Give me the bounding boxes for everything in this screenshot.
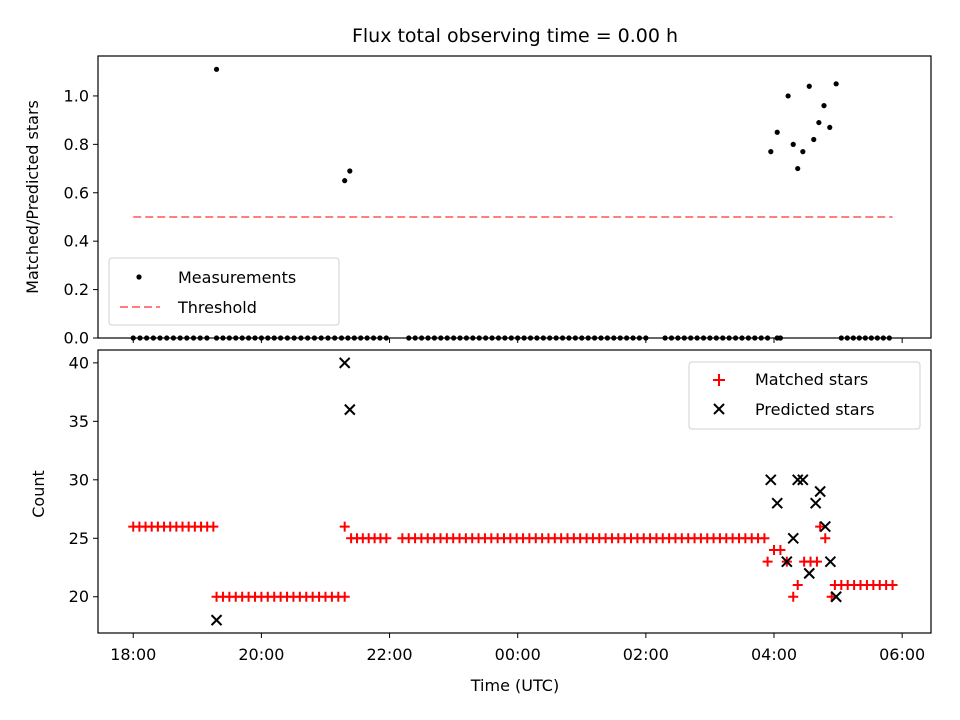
- matched-point: [208, 521, 219, 532]
- top-legend: Measurements Threshold: [108, 257, 340, 326]
- top-y-tick-label: 0.4: [64, 232, 89, 251]
- top-y-tick-label: 0.2: [64, 280, 89, 299]
- predicted-point: [830, 591, 842, 603]
- legend-measurements-marker: [136, 274, 142, 280]
- measurement-point: [774, 129, 780, 135]
- predicted-point: [824, 555, 837, 568]
- legend-predicted-marker: [713, 403, 725, 415]
- matched-point: [887, 580, 898, 591]
- measurement-point: [806, 83, 812, 89]
- top-legend-box: [108, 257, 340, 326]
- top-y-axis-label: Matched/Predicted stars: [23, 100, 42, 294]
- x-tick-label: 04:00: [751, 645, 797, 664]
- predicted-point: [809, 497, 822, 509]
- measurement-point: [816, 119, 822, 126]
- bottom-y-tick-label: 30: [69, 470, 89, 489]
- predicted-point: [765, 474, 777, 486]
- measurement-point: [785, 93, 791, 99]
- x-tick-label: 06:00: [879, 645, 925, 664]
- bottom-marks: [128, 357, 898, 626]
- bottom-y-ticks: 20 25 30 35 40: [69, 353, 98, 606]
- x-tick-label: 20:00: [238, 645, 284, 664]
- top-y-tick-label: 1.0: [64, 86, 89, 105]
- top-x-ticks: [132, 338, 903, 343]
- x-tick-label: 18:00: [110, 645, 156, 664]
- x-tick-label: 22:00: [366, 645, 412, 664]
- bottom-panel: 20 25 30 35 40 18:00 20:00 22:00 00:00 02:00 04:0…: [29, 349, 932, 695]
- measurement-point: [790, 141, 796, 147]
- matched-point: [339, 591, 350, 602]
- predicted-point: [803, 567, 815, 580]
- legend-threshold-label: Threshold: [177, 298, 257, 317]
- matched-point: [762, 556, 773, 567]
- matched-point: [339, 521, 350, 532]
- chart-title: Flux total observing time = 0.00 h: [352, 25, 678, 47]
- predicted-point: [338, 357, 351, 369]
- predicted-point: [781, 555, 793, 568]
- bottom-y-axis-label: Count: [29, 470, 48, 518]
- measurement-point: [833, 81, 839, 87]
- predicted-point: [210, 614, 223, 626]
- matched-point: [759, 533, 770, 544]
- measurement-point: [800, 149, 806, 155]
- measurement-point: [795, 165, 801, 172]
- legend-measurements-label: Measurements: [178, 268, 296, 287]
- predicted-point: [792, 474, 804, 486]
- measurement-point: [821, 103, 827, 109]
- predicted-point: [797, 474, 809, 486]
- bottom-y-tick-label: 25: [69, 529, 89, 548]
- predicted-point: [344, 403, 356, 416]
- x-tick-label: 02:00: [623, 645, 669, 664]
- top-y-tick-label: 0.8: [64, 135, 89, 154]
- top-panel: 0.0 0.2 0.4 0.6 0.8 1.0 Matched/Predicted sta…: [23, 55, 932, 348]
- measurement-point: [811, 136, 817, 143]
- matched-point: [811, 556, 822, 567]
- x-tick-label: 00:00: [495, 645, 541, 664]
- predicted-point: [787, 532, 799, 544]
- matched-point: [815, 521, 826, 532]
- top-y-tick-label: 0.0: [64, 329, 89, 348]
- bottom-y-tick-label: 35: [69, 412, 89, 431]
- bottom-x-ticks: 18:00 20:00 22:00 00:00 02:00 04:00 06:00: [110, 633, 925, 664]
- top-y-ticks: 0.0 0.2 0.4 0.6 0.8 1.0: [64, 86, 98, 348]
- measurement-point: [827, 124, 833, 131]
- predicted-point: [819, 520, 831, 533]
- measurement-point: [768, 149, 774, 155]
- x-axis-label: Time (UTC): [470, 676, 559, 695]
- top-axes-frame: [97, 55, 932, 339]
- bottom-legend: Matched stars Predicted stars: [688, 361, 921, 430]
- legend-matched-label: Matched stars: [755, 370, 868, 389]
- bottom-y-tick-label: 40: [69, 353, 89, 372]
- measurement-point: [347, 168, 353, 174]
- legend-predicted-label: Predicted stars: [755, 400, 875, 419]
- bottom-axes-frame: [97, 349, 932, 634]
- matched-point: [788, 591, 799, 602]
- measurement-point: [342, 178, 348, 184]
- top-y-tick-label: 0.6: [64, 183, 89, 202]
- matched-point: [820, 533, 831, 544]
- bottom-legend-box: [688, 361, 921, 430]
- predicted-point: [771, 497, 783, 509]
- bottom-y-tick-label: 20: [69, 587, 89, 606]
- measurement-point: [213, 66, 220, 72]
- matched-point: [381, 533, 392, 544]
- legend-matched-marker: [713, 374, 725, 386]
- predicted-point: [814, 485, 826, 498]
- matched-point: [792, 580, 803, 591]
- matched-point: [775, 544, 786, 555]
